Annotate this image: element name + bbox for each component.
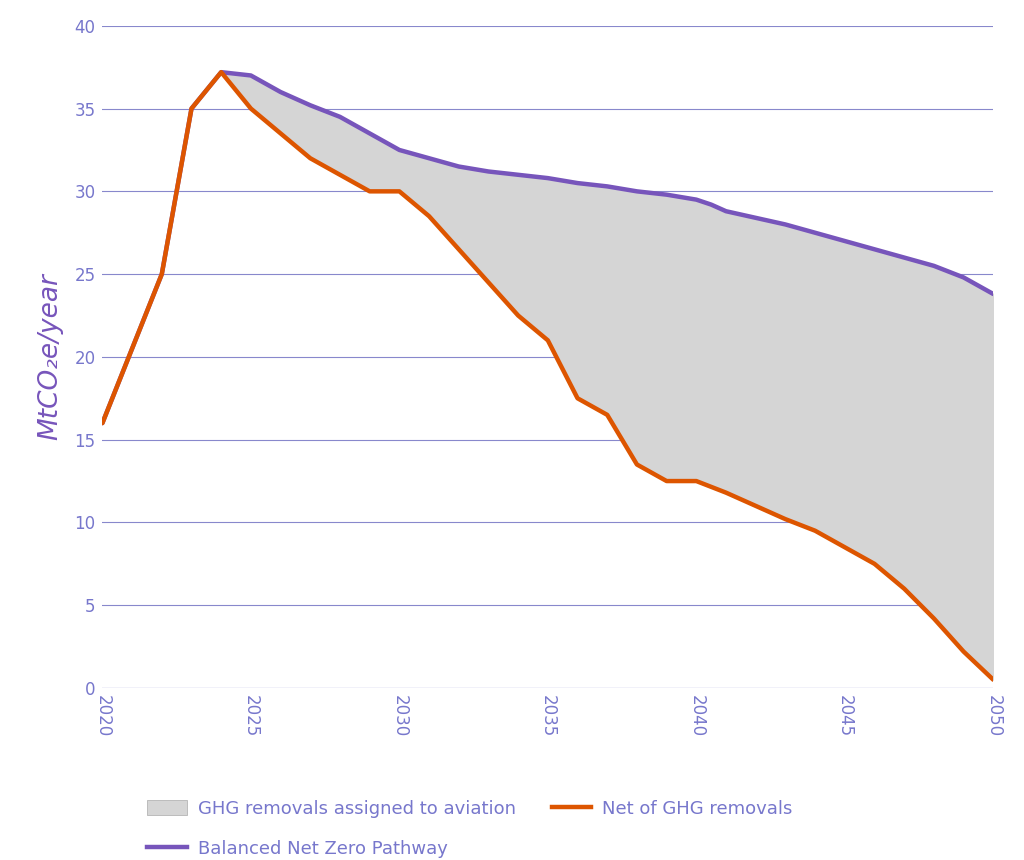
Legend: Balanced Net Zero Pathway: Balanced Net Zero Pathway	[147, 839, 447, 857]
Y-axis label: MtCO₂e/year: MtCO₂e/year	[37, 273, 63, 440]
